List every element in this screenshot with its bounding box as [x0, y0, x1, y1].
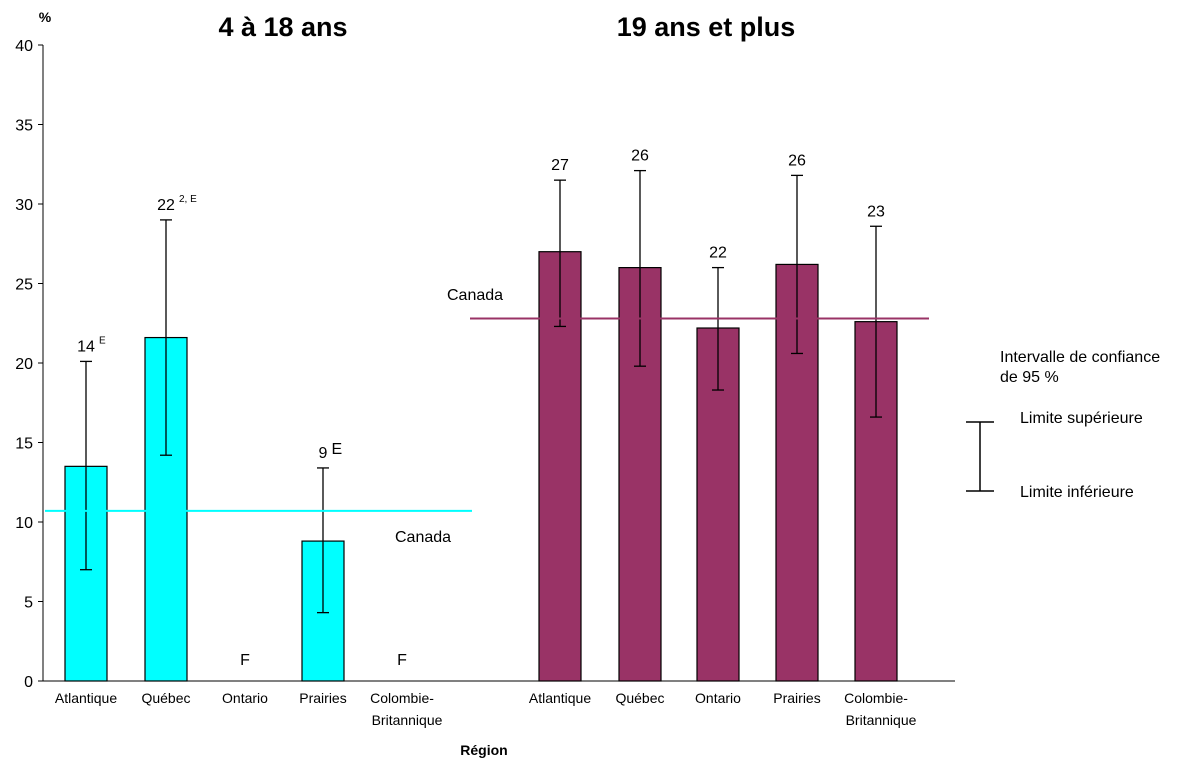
legend-title-line-2: de 95 % [1000, 369, 1059, 386]
data-label-2-1: 27 [551, 157, 569, 174]
y-tick-label-3: 15 [15, 436, 33, 453]
panel-title-2: 19 ans et plus [617, 12, 796, 42]
category-label-2-5-1: Colombie- [844, 690, 908, 706]
y-tick-label-0: 0 [24, 674, 33, 691]
category-label-1-5-1: Colombie- [370, 690, 434, 706]
y-tick-label-6: 30 [15, 197, 33, 214]
legend-title-line-1: Intervalle de confiance [1000, 349, 1160, 366]
category-label-1-3-1: Ontario [222, 690, 268, 706]
data-label-2-2: 26 [631, 148, 649, 165]
panel-2: 19 ans et plus 27 Atlantique 26 Québec 22 Onta… [447, 12, 929, 728]
category-label-2-4-1: Prairies [773, 690, 820, 706]
canada-label-1: Canada [395, 529, 451, 546]
y-tick-label-4: 20 [15, 356, 33, 373]
category-label-1-2-1: Québec [141, 690, 190, 706]
category-label-2-5-2: Britannique [846, 712, 917, 728]
category-label-2-2-1: Québec [615, 690, 664, 706]
y-tick-label-7: 35 [15, 118, 33, 135]
data-label-note-1-4: E [332, 441, 343, 458]
y-tick-label-8: 40 [15, 38, 33, 55]
category-label-1-1-1: Atlantique [55, 690, 117, 706]
data-label-2-5: 23 [867, 203, 885, 220]
category-label-2-3-1: Ontario [695, 690, 741, 706]
canada-label-2: Canada [447, 287, 503, 304]
data-label-note-1-2: 2, E [179, 194, 197, 205]
data-label-2-4: 26 [788, 152, 806, 169]
axes: 0 5 10 15 20 25 30 35 40% Région [15, 9, 955, 758]
y-tick-label-1: 5 [24, 595, 33, 612]
category-label-1-5-2: Britannique [372, 712, 443, 728]
data-label-1-2: 22 [157, 197, 175, 214]
legend-lower-label: Limite inférieure [1020, 484, 1134, 501]
y-tick-label-5: 25 [15, 277, 33, 294]
x-axis-label: Région [460, 742, 507, 758]
data-label-1-1: 14 [77, 338, 95, 355]
data-label-note-1-1: E [99, 335, 106, 346]
panel-title-1: 4 à 18 ans [218, 12, 347, 42]
panels: 4 à 18 ans 14 E Atlantique 22 2, E Québec F Onta… [45, 12, 929, 728]
category-label-2-1-1: Atlantique [529, 690, 591, 706]
y-tick-label-2: 10 [15, 515, 33, 532]
legend-upper-label: Limite supérieure [1020, 410, 1143, 427]
y-axis-label: % [39, 9, 52, 25]
legend: Intervalle de confiance de 95 % Limite s… [966, 349, 1160, 501]
category-label-1-4-1: Prairies [299, 690, 346, 706]
panel-1: 4 à 18 ans 14 E Atlantique 22 2, E Québec F Onta… [45, 12, 472, 728]
data-label-2-3: 22 [709, 245, 727, 262]
data-label-1-3: F [240, 652, 250, 669]
data-label-1-5: F [397, 652, 407, 669]
data-label-1-4: 9 [319, 445, 328, 462]
